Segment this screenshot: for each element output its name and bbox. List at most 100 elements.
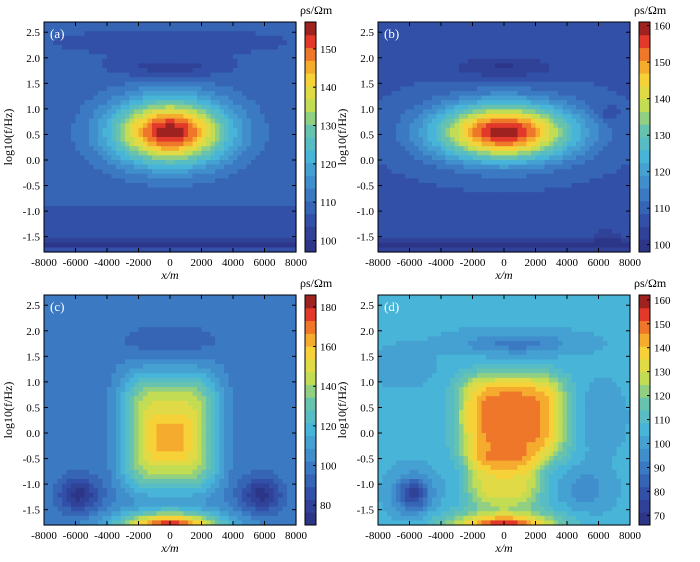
heatmap-cell: [165, 247, 171, 253]
heatmap-cell: [396, 169, 402, 175]
heatmap-cell: [143, 196, 149, 202]
heatmap-cell: [454, 31, 460, 37]
heatmap-cell: [75, 141, 81, 147]
heatmap-cell: [418, 86, 424, 92]
heatmap-cell: [57, 49, 63, 55]
heatmap-cell: [607, 86, 613, 92]
heatmap-cell: [273, 123, 279, 129]
heatmap-cell: [98, 187, 104, 193]
heatmap-cell: [468, 123, 474, 129]
heatmap-cell: [544, 26, 550, 32]
heatmap-cell: [414, 187, 420, 193]
heatmap-cell: [143, 118, 149, 124]
heatmap-cell: [134, 201, 140, 207]
heatmap-cell: [48, 137, 54, 143]
heatmap-cell: [499, 40, 505, 46]
heatmap-cell: [544, 178, 550, 184]
heatmap-cell: [237, 233, 243, 239]
heatmap-cell: [400, 81, 406, 87]
heatmap-cell: [192, 238, 198, 244]
heatmap-cell: [152, 63, 158, 69]
heatmap-cell: [71, 68, 77, 74]
heatmap-cell: [269, 247, 275, 253]
heatmap-cell: [44, 141, 50, 147]
heatmap-cell: [264, 210, 270, 216]
heatmap-cell: [192, 104, 198, 110]
heatmap-cell: [616, 22, 622, 28]
heatmap-cell: [98, 196, 104, 202]
heatmap-cell: [481, 77, 487, 83]
heatmap-cell: [508, 91, 514, 97]
heatmap-cell: [255, 215, 261, 221]
heatmap-cell: [138, 164, 144, 170]
heatmap-cell: [228, 201, 234, 207]
heatmap-cell: [138, 123, 144, 129]
heatmap-cell: [598, 22, 604, 28]
heatmap-cell: [287, 215, 293, 221]
heatmap-cell: [89, 164, 95, 170]
heatmap-cell: [499, 49, 505, 55]
heatmap-cell: [282, 63, 288, 69]
heatmap-cell: [75, 233, 81, 239]
heatmap-cell: [210, 178, 216, 184]
heatmap-cell: [544, 109, 550, 115]
heatmap-cell: [589, 146, 595, 152]
heatmap-cell: [436, 109, 442, 115]
heatmap-cell: [589, 40, 595, 46]
heatmap-cell: [621, 100, 627, 106]
heatmap-cell: [409, 58, 415, 64]
heatmap-cell: [387, 31, 393, 37]
heatmap-cell: [179, 31, 185, 37]
heatmap-cell: [156, 127, 162, 133]
heatmap-cell: [576, 132, 582, 138]
heatmap-cell: [93, 192, 99, 198]
heatmap-cell: [282, 242, 288, 248]
heatmap-cell: [264, 201, 270, 207]
heatmap-cell: [224, 164, 230, 170]
heatmap-cell: [206, 247, 212, 253]
heatmap-cell: [165, 229, 171, 235]
heatmap-cell: [84, 192, 90, 198]
heatmap-cell: [143, 210, 149, 216]
heatmap-cell: [459, 137, 465, 143]
heatmap-cell: [206, 178, 212, 184]
heatmap-cell: [224, 169, 230, 175]
heatmap-cell: [391, 22, 397, 28]
heatmap-cell: [210, 210, 216, 216]
heatmap-cell: [378, 49, 384, 55]
heatmap-cell: [423, 146, 429, 152]
heatmap-cell: [580, 81, 586, 87]
heatmap-cell: [264, 164, 270, 170]
heatmap-cell: [147, 58, 153, 64]
heatmap-cell: [84, 196, 90, 202]
heatmap-cell: [57, 173, 63, 179]
heatmap-cell: [477, 173, 483, 179]
heatmap-cell: [224, 137, 230, 143]
heatmap-cell: [138, 183, 144, 189]
heatmap-cell: [242, 81, 248, 87]
heatmap-cell: [48, 247, 54, 253]
heatmap-cell: [278, 45, 284, 51]
heatmap-cell: [62, 219, 68, 225]
heatmap-cell: [607, 132, 613, 138]
heatmap-cell: [450, 77, 456, 83]
heatmap-cell: [409, 100, 415, 106]
heatmap-cell: [246, 155, 252, 161]
heatmap-cell: [111, 77, 117, 83]
heatmap-cell: [450, 150, 456, 156]
heatmap-cell: [594, 160, 600, 166]
heatmap-cell: [125, 137, 131, 143]
heatmap-cell: [93, 219, 99, 225]
heatmap-cell: [616, 31, 622, 37]
heatmap-cell: [57, 114, 63, 120]
heatmap-cell: [472, 109, 478, 115]
heatmap-cell: [445, 155, 451, 161]
heatmap-cell: [278, 238, 284, 244]
heatmap-cell: [418, 150, 424, 156]
heatmap-cell: [427, 22, 433, 28]
heatmap-cell: [576, 178, 582, 184]
heatmap-cell: [400, 49, 406, 55]
heatmap-cell: [111, 155, 117, 161]
heatmap-cell: [183, 68, 189, 74]
heatmap-cell: [287, 247, 293, 253]
